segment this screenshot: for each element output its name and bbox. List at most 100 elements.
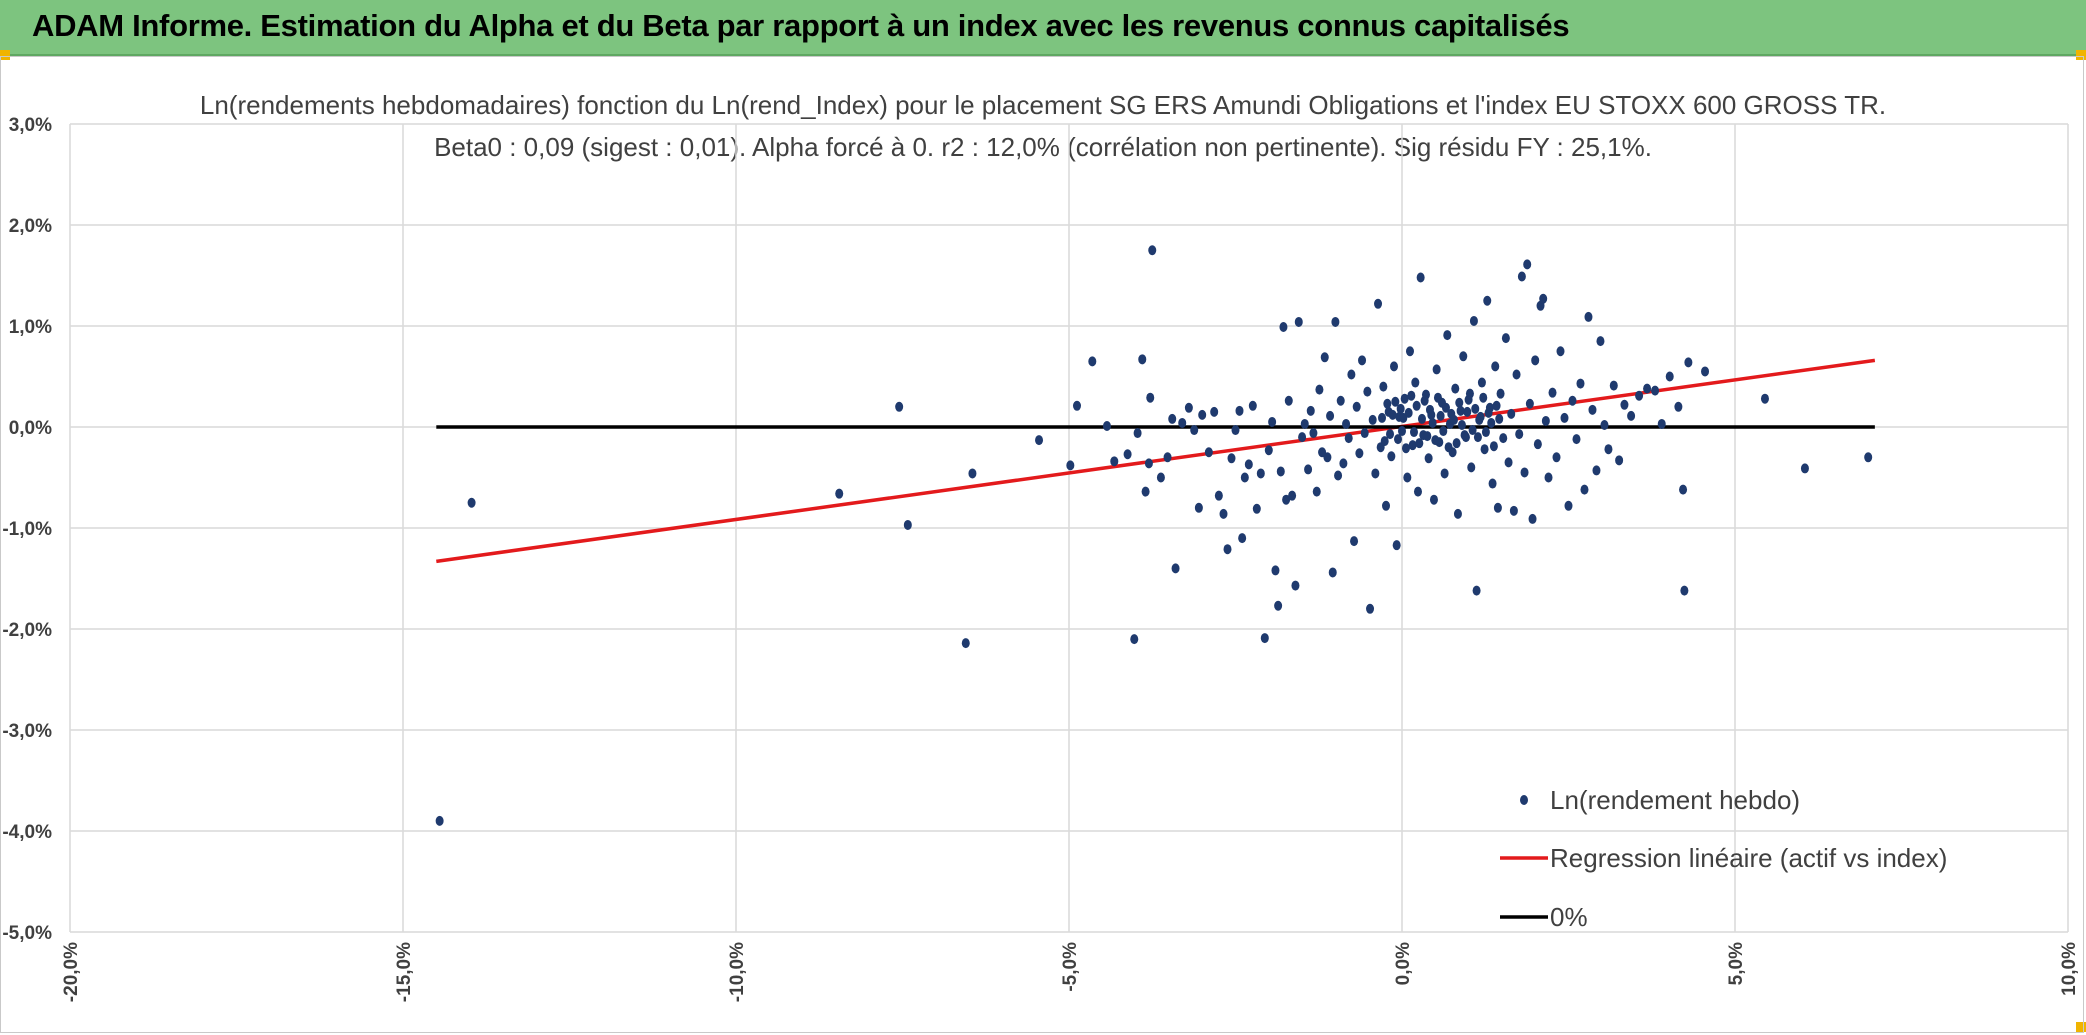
data-point [1066, 460, 1075, 471]
line-layer [436, 358, 1876, 564]
data-point [1415, 438, 1424, 449]
data-point [1674, 401, 1683, 412]
data-point [1244, 459, 1253, 470]
data-point [1130, 634, 1139, 645]
data-point [1507, 408, 1516, 419]
data-point [1588, 404, 1597, 415]
report-title: ADAM Informe. Estimation du Alpha et du … [32, 8, 1570, 43]
data-point [1291, 580, 1300, 591]
data-point [1584, 311, 1593, 322]
data-point [1429, 494, 1438, 505]
data-point [1388, 409, 1397, 420]
data-point [1141, 486, 1150, 497]
data-point [1411, 377, 1420, 388]
y-tick-label: 3,0% [9, 115, 52, 136]
data-point [1184, 402, 1193, 413]
data-point [1204, 447, 1213, 458]
data-point [903, 519, 912, 530]
data-point [1576, 378, 1585, 389]
data-point [1163, 452, 1172, 463]
data-point [1544, 472, 1553, 483]
data-point [1491, 361, 1500, 372]
data-point [1504, 457, 1513, 468]
data-point [1423, 431, 1432, 442]
data-point [1459, 351, 1468, 362]
data-point [1276, 466, 1285, 477]
data-point [1604, 444, 1613, 455]
data-point [1580, 484, 1589, 495]
data-point [1306, 405, 1315, 416]
data-point [1371, 468, 1380, 479]
data-point [1331, 316, 1340, 327]
data-point [1560, 412, 1569, 423]
data-point [1392, 540, 1401, 551]
data-point [1315, 384, 1324, 395]
data-point [1304, 464, 1313, 475]
data-point [1471, 403, 1480, 414]
data-point [1404, 407, 1413, 418]
data-point [895, 401, 904, 412]
data-point [1358, 355, 1367, 366]
data-point [1665, 371, 1674, 382]
data-point [1487, 417, 1496, 428]
data-point [1260, 633, 1269, 644]
data-point [1457, 419, 1466, 430]
data-point [1469, 315, 1478, 326]
data-point [1219, 508, 1228, 519]
data-point [1539, 293, 1548, 304]
data-point [1360, 428, 1369, 439]
data-point [1194, 502, 1203, 513]
y-tick-label: -5,0% [2, 923, 52, 944]
data-point [1156, 472, 1165, 483]
data-point [1433, 392, 1442, 403]
data-point [1432, 364, 1441, 375]
data-point [1488, 478, 1497, 489]
data-point [1523, 259, 1532, 270]
corner-marker-bottom-right [2076, 1022, 2086, 1032]
data-point [1496, 388, 1505, 399]
data-point [1533, 439, 1542, 450]
data-point [1596, 336, 1605, 347]
data-point [1214, 490, 1223, 501]
data-point [1572, 434, 1581, 445]
data-point [1564, 500, 1573, 511]
legend: Ln(rendement hebdo) Regression linéaire (… [1500, 785, 1947, 932]
data-point [1300, 418, 1309, 429]
data-point [1463, 406, 1472, 417]
chart-title: Ln(rendements hebdomadaires) fonction du… [199, 90, 1887, 120]
data-point [1405, 346, 1414, 357]
data-point [1368, 414, 1377, 425]
grid-layer [69, 123, 2069, 933]
data-point [1684, 357, 1693, 368]
point-layer [435, 245, 1873, 826]
data-point [1355, 448, 1364, 459]
y-tick-label: 2,0% [9, 216, 52, 237]
data-point [1479, 392, 1488, 403]
legend-marker-points [1520, 795, 1528, 805]
y-tick-label: -4,0% [2, 822, 52, 843]
y-tick-label: 0,0% [9, 418, 52, 439]
data-point [1378, 412, 1387, 423]
data-point [1548, 387, 1557, 398]
data-point [1424, 453, 1433, 464]
data-point [1657, 418, 1666, 429]
data-point [1425, 404, 1434, 415]
data-point [1680, 585, 1689, 596]
data-point [1456, 405, 1465, 416]
data-point [1396, 403, 1405, 414]
data-point [1428, 417, 1437, 428]
data-point [1407, 390, 1416, 401]
data-point [1443, 330, 1452, 341]
data-point [1417, 413, 1426, 424]
regression-line [436, 358, 1876, 564]
data-point [1800, 463, 1809, 474]
y-tick-label: -1,0% [2, 519, 52, 540]
data-point [1146, 392, 1155, 403]
corner-marker-top-right [2076, 50, 2086, 60]
data-point [1123, 449, 1132, 460]
y-tick-label: -3,0% [2, 721, 52, 742]
data-point [1326, 410, 1335, 421]
data-point [1499, 433, 1508, 444]
data-point [1472, 585, 1481, 596]
data-point [1436, 410, 1445, 421]
